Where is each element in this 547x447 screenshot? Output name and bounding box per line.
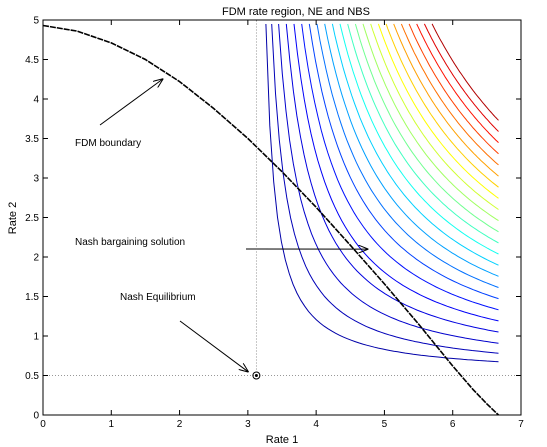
contour-line — [331, 23, 499, 266]
x-tick-label: 0 — [40, 419, 46, 430]
y-tick-label: 3.5 — [25, 134, 39, 145]
annotations: FDM boundary Nash bargaining solution Nash… — [75, 79, 367, 371]
contour-line — [423, 23, 499, 132]
y-axis-ticks: 0 0.5 1 1.5 2 2.5 3 3.5 4 4.5 5 — [25, 16, 521, 422]
contour-line — [265, 23, 499, 363]
contour-line — [408, 23, 499, 155]
y-tick-label: 1.5 — [25, 292, 39, 303]
contour-line — [377, 23, 499, 199]
ne-marker-inner — [254, 374, 258, 377]
x-tick-label: 5 — [382, 419, 388, 430]
contour-line — [431, 23, 499, 121]
y-tick-label: 4 — [33, 95, 39, 106]
y-tick-label: 0 — [33, 411, 39, 422]
chart-title: FDM rate region, NE and NBS — [222, 6, 370, 18]
contour-line — [385, 23, 499, 188]
x-tick-label: 1 — [109, 419, 115, 430]
contour-line — [308, 23, 499, 300]
annotation-label: FDM boundary — [75, 138, 141, 149]
contour-line — [362, 23, 499, 222]
x-tick-label: 4 — [313, 419, 319, 430]
contour-line — [293, 23, 499, 322]
fdm-boundary-line — [42, 24, 500, 416]
contour-line — [271, 23, 499, 354]
plot-frame — [42, 19, 522, 416]
annotation-label: Nash bargaining solution — [75, 237, 185, 248]
x-tick-label: 6 — [450, 419, 456, 430]
contour-line — [339, 23, 499, 255]
contour-line — [285, 23, 499, 333]
x-axis-ticks: 0 1 2 3 4 5 6 7 — [40, 20, 524, 430]
y-tick-label: 5 — [33, 16, 39, 27]
contour-line — [370, 23, 499, 210]
y-tick-label: 2 — [33, 253, 39, 264]
contour-line — [301, 23, 499, 311]
ne-marker-outer — [252, 371, 261, 380]
annotation-label: Nash Equilibrium — [120, 292, 196, 303]
contour-line — [316, 23, 499, 288]
annotation-arrow — [179, 320, 248, 372]
y-axis-label: Rate 2 — [7, 202, 19, 234]
x-tick-label: 2 — [177, 419, 183, 430]
contour-line — [400, 23, 499, 166]
contour-line — [278, 23, 499, 344]
annotation-arrow — [99, 79, 163, 126]
contour-line — [354, 23, 499, 233]
y-tick-label: 2.5 — [25, 213, 39, 224]
contour-line — [324, 23, 499, 277]
y-tick-label: 3 — [33, 174, 39, 185]
utility-contours — [265, 23, 499, 363]
x-tick-label: 7 — [518, 419, 524, 430]
contour-line — [347, 23, 499, 244]
y-tick-label: 1 — [33, 332, 39, 343]
contour-line — [416, 23, 499, 143]
x-axis-label: Rate 1 — [266, 434, 298, 446]
nash-equilibrium-marker — [252, 371, 261, 380]
y-tick-label: 4.5 — [25, 55, 39, 66]
contour-line — [393, 23, 499, 177]
y-tick-label: 0.5 — [25, 371, 39, 382]
x-tick-label: 3 — [245, 419, 251, 430]
